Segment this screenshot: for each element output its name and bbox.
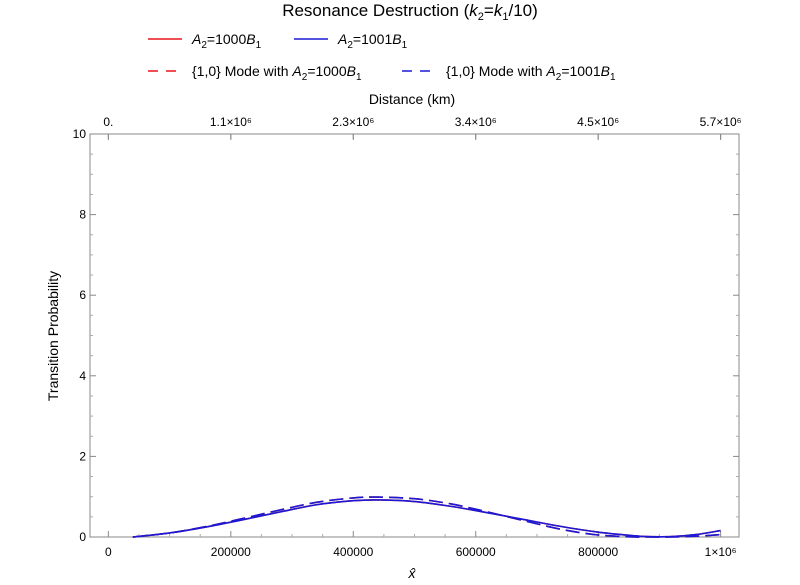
legend-item-1: A2=1000B1 bbox=[148, 31, 262, 51]
x-tick-label: 0 bbox=[105, 545, 112, 559]
series-line-2 bbox=[132, 499, 721, 538]
chart-title: Resonance Destruction (k2=k1/10) bbox=[282, 1, 538, 23]
y-tick-label: 8 bbox=[79, 208, 86, 222]
legend-label: A2=1001B1 bbox=[337, 31, 408, 51]
legend-label: A2=1000B1 bbox=[191, 31, 262, 51]
x-tick-label: 800000 bbox=[578, 545, 618, 559]
y-tick-label: 10 bbox=[73, 127, 87, 141]
y-tick-label: 4 bbox=[79, 369, 86, 383]
legend-item-2: A2=1001B1 bbox=[294, 31, 408, 51]
legend: A2=1000B1 A2=1001B1 {1,0} Mode with A2=100… bbox=[148, 31, 616, 83]
legend-item-4: {1,0} Mode with A2=1001B1 bbox=[402, 63, 616, 83]
axis-tick-labels: 0 200000 400000 600000 800000 1×10⁶ 0. 1.1×10⁶ 2… bbox=[73, 115, 742, 559]
x-tick-label: 200000 bbox=[211, 545, 251, 559]
legend-item-3: {1,0} Mode with A2=1000B1 bbox=[148, 63, 362, 83]
y-tick-label: 2 bbox=[79, 449, 86, 463]
axis-ticks bbox=[90, 133, 739, 538]
top-tick-label: 5.7×10⁶ bbox=[700, 115, 742, 129]
y-axis-label: Transition Probability bbox=[45, 271, 61, 401]
series-line-1 bbox=[132, 499, 721, 538]
series-layer bbox=[132, 496, 721, 538]
top-tick-label: 0. bbox=[103, 115, 113, 129]
top-axis-label: Distance (km) bbox=[369, 91, 455, 107]
x-tick-label: 600000 bbox=[456, 545, 496, 559]
y-tick-label: 0 bbox=[79, 530, 86, 544]
x-tick-label: 400000 bbox=[333, 545, 373, 559]
top-tick-label: 3.4×10⁶ bbox=[455, 115, 497, 129]
y-tick-label: 6 bbox=[79, 288, 86, 302]
top-tick-label: 4.5×10⁶ bbox=[577, 115, 619, 129]
legend-label: {1,0} Mode with A2=1000B1 bbox=[192, 63, 362, 83]
legend-label: {1,0} Mode with A2=1001B1 bbox=[446, 63, 616, 83]
x-axis-label: x̂ bbox=[408, 565, 417, 581]
plot-frame bbox=[89, 133, 740, 538]
x-tick-label: 1×10⁶ bbox=[705, 545, 737, 559]
top-tick-label: 1.1×10⁶ bbox=[210, 115, 252, 129]
top-tick-label: 2.3×10⁶ bbox=[332, 115, 374, 129]
